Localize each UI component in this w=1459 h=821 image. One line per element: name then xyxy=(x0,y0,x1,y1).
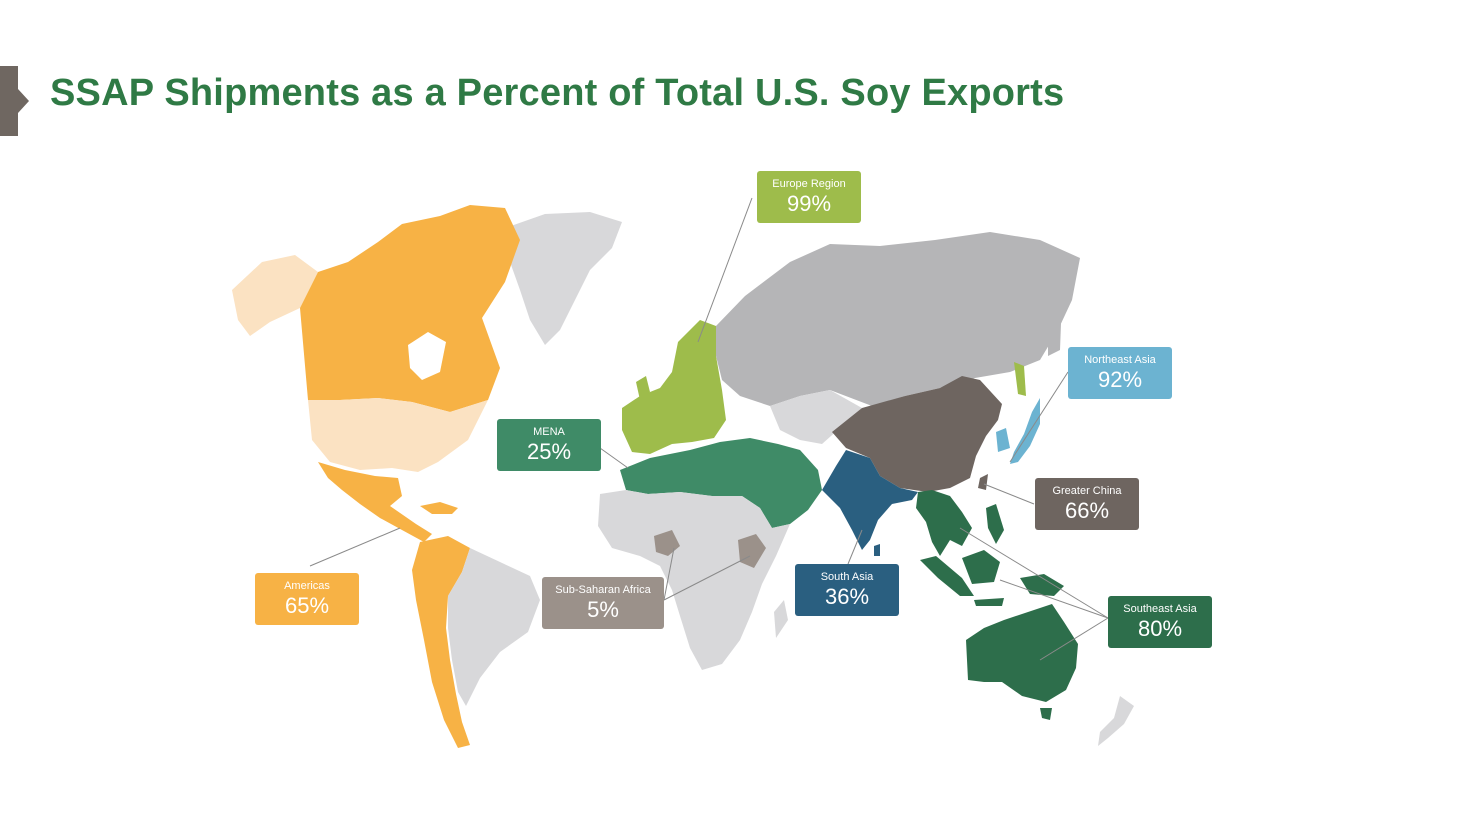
title-accent-marker xyxy=(0,66,29,136)
leader-line-americas xyxy=(309,527,401,567)
land-new-zealand xyxy=(1098,696,1134,746)
label-southeast-asia: Southeast Asia 80% xyxy=(1108,596,1212,648)
land-china xyxy=(832,376,1002,492)
land-south-america-west xyxy=(412,536,470,748)
land-sub-saharan-africa xyxy=(598,490,790,670)
land-south-asia xyxy=(822,450,918,550)
region-name: Northeast Asia xyxy=(1084,354,1156,366)
land-tasmania xyxy=(1040,708,1052,720)
land-alaska xyxy=(232,255,318,336)
land-java xyxy=(974,598,1004,606)
land-korea xyxy=(996,428,1010,452)
region-name: Americas xyxy=(284,580,330,592)
leader-line-sea-3 xyxy=(1039,617,1109,661)
land-australia xyxy=(966,604,1078,702)
label-northeast-asia: Northeast Asia 92% xyxy=(1068,347,1172,399)
region-percent: 36% xyxy=(824,584,870,609)
label-mena: MENA 25% xyxy=(497,419,601,471)
land-mena xyxy=(620,438,822,528)
region-percent: 5% xyxy=(587,597,619,622)
region-name: Sub-Saharan Africa xyxy=(555,584,651,596)
land-taiwan xyxy=(978,474,988,490)
region-name: MENA xyxy=(533,426,565,438)
leader-line-ssa-1 xyxy=(663,547,675,601)
leader-line-ssa-2 xyxy=(663,555,751,601)
land-ethiopia-kenya xyxy=(738,534,766,568)
land-sri-lanka xyxy=(874,544,880,556)
leader-line-sea-1 xyxy=(959,527,1109,619)
region-percent: 25% xyxy=(526,439,572,464)
page-title: SSAP Shipments as a Percent of Total U.S… xyxy=(50,72,1065,114)
leader-line-europe xyxy=(697,197,753,343)
land-uk xyxy=(636,376,650,400)
label-americas: Americas 65% xyxy=(255,573,359,625)
region-percent: 92% xyxy=(1097,367,1143,392)
land-central-asia xyxy=(770,390,862,444)
region-name: Europe Region xyxy=(772,178,846,190)
label-south-asia: South Asia 36% xyxy=(795,564,899,616)
land-madagascar xyxy=(774,600,788,638)
region-name: Greater China xyxy=(1052,485,1122,497)
leader-line-mena xyxy=(599,447,629,469)
region-percent: 65% xyxy=(284,593,330,618)
region-name: Southeast Asia xyxy=(1123,603,1197,615)
land-japan xyxy=(1010,398,1040,464)
label-europe-region: Europe Region 99% xyxy=(757,171,861,223)
land-kamchatka xyxy=(1048,296,1062,356)
leader-line-south-asia xyxy=(847,529,863,565)
land-sakhalin xyxy=(1014,362,1026,396)
leader-line-greater-china xyxy=(983,483,1035,505)
leader-line-sea-2 xyxy=(999,579,1109,619)
land-usa xyxy=(308,398,488,472)
land-canada xyxy=(300,205,520,412)
land-caribbean xyxy=(420,502,458,514)
land-southeast-asia-mainland xyxy=(916,490,972,556)
label-greater-china: Greater China 66% xyxy=(1035,478,1139,530)
land-south-america-east xyxy=(448,548,540,706)
region-name: South Asia xyxy=(820,571,874,583)
land-greenland xyxy=(505,212,622,345)
land-sumatra xyxy=(920,556,974,596)
leader-line-northeast-asia xyxy=(1009,371,1069,463)
land-borneo xyxy=(962,550,1000,584)
region-percent: 66% xyxy=(1064,498,1110,523)
land-europe xyxy=(622,320,726,454)
land-philippines xyxy=(986,504,1004,544)
land-russia xyxy=(716,232,1080,406)
label-sub-saharan-africa: Sub-Saharan Africa 5% xyxy=(542,577,664,629)
land-hudson-bay xyxy=(408,332,446,380)
region-percent: 99% xyxy=(786,191,832,216)
region-percent: 80% xyxy=(1137,616,1183,641)
land-mexico-central-america xyxy=(318,462,432,542)
